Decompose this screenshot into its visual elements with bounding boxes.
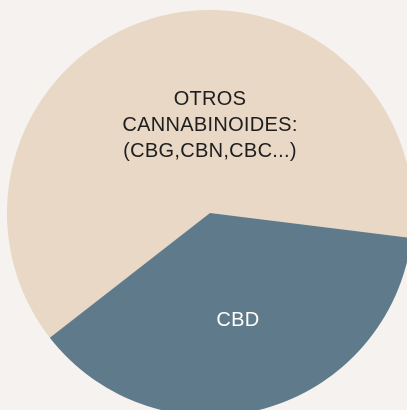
pie-slice bbox=[7, 10, 407, 338]
slice-label: CBD bbox=[216, 309, 260, 331]
pie-slice bbox=[49, 213, 407, 410]
slice-label: OTROS CANNABINOIDES: (CBG,CBN,CBC...) bbox=[122, 88, 298, 162]
